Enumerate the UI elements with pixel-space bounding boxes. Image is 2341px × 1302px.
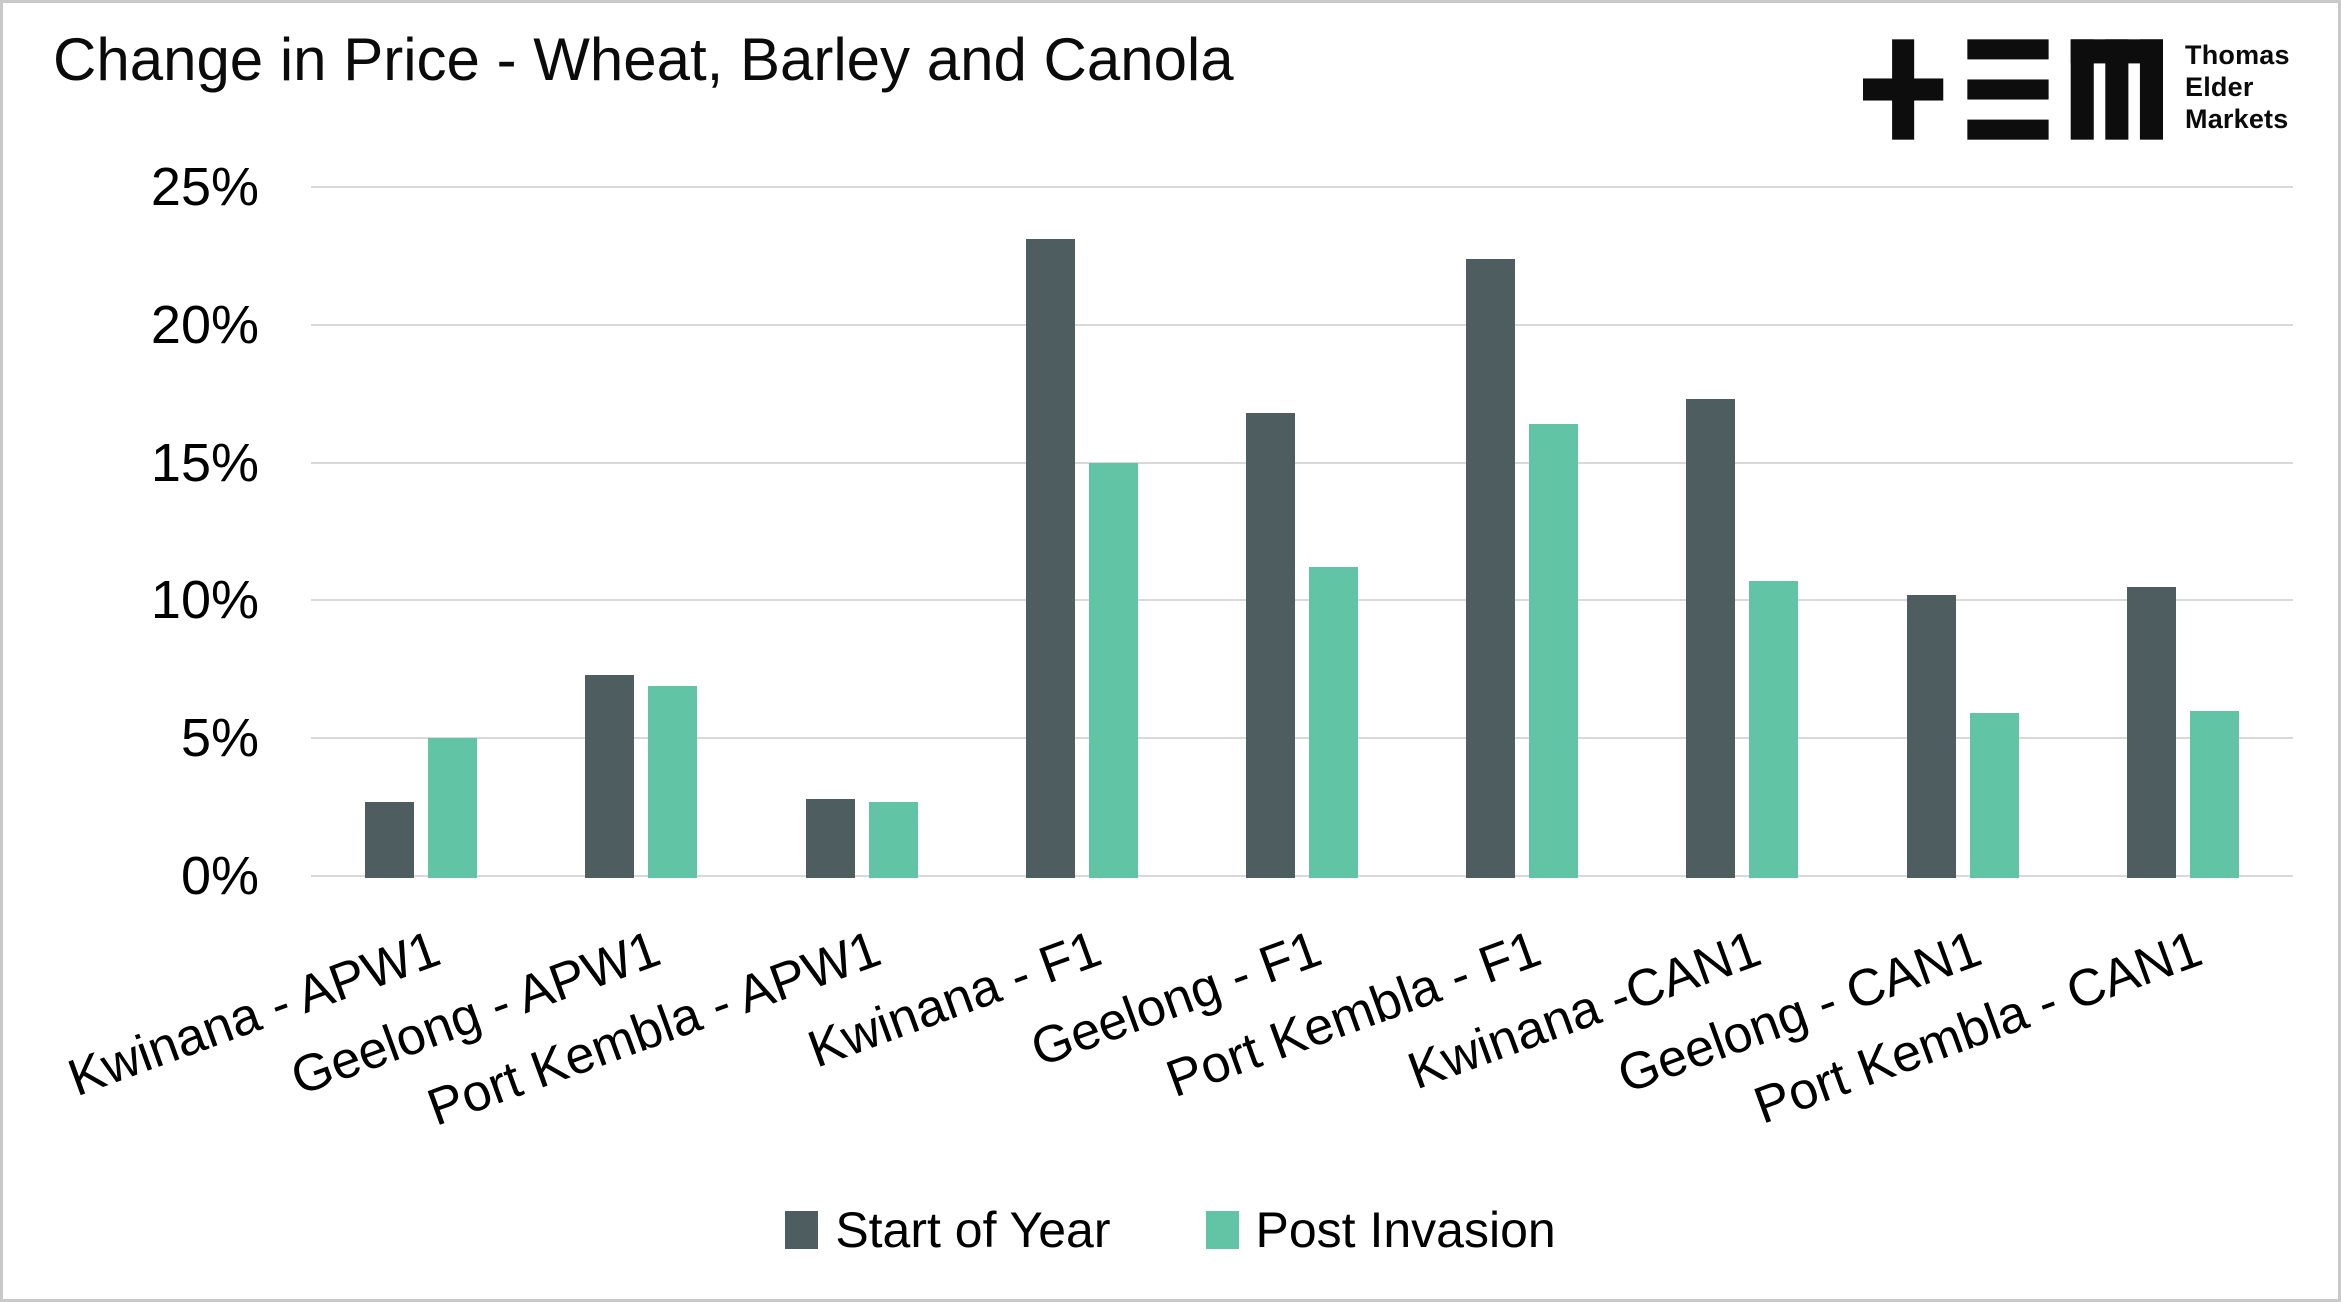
bar-post-invasion-port-kembla-apw1: [869, 802, 918, 878]
y-tick-label: 0%: [180, 846, 259, 906]
bar-start-of-year-geelong-can1: [1907, 595, 1956, 878]
tem-logo: Thomas Elder Markets: [1863, 39, 2290, 140]
bar-start-of-year-kwinana-apw1: [365, 802, 414, 878]
y-tick-label: 15%: [150, 433, 259, 493]
chart-title: Change in Price - Wheat, Barley and Cano…: [53, 26, 1234, 93]
gridline-25: [311, 186, 2293, 188]
legend-swatch-start-of-year: [785, 1211, 819, 1249]
logo-line-thomas: Thomas: [2185, 40, 2290, 70]
tem-logo-mark-icon: [1863, 39, 2163, 140]
legend-label: Start of Year: [835, 1202, 1111, 1258]
y-tick-label: 25%: [150, 157, 259, 217]
bar-start-of-year-port-kembla-apw1: [806, 799, 855, 878]
bar-post-invasion-geelong-f1: [1309, 567, 1358, 878]
y-tick-label: 20%: [150, 295, 259, 355]
bar-post-invasion-port-kembla-f1: [1529, 424, 1578, 878]
legend-item-start-of-year: Start of Year: [785, 1201, 1111, 1259]
bar-start-of-year-geelong-f1: [1246, 413, 1295, 878]
y-tick-label: 10%: [150, 570, 259, 630]
bar-start-of-year-kwinana-f1: [1026, 239, 1075, 878]
bar-start-of-year-port-kembla-can1: [2127, 587, 2176, 878]
bar-post-invasion-kwinana-f1: [1089, 463, 1138, 878]
bar-post-invasion-geelong-apw1: [648, 686, 697, 878]
legend: Start of Year Post Invasion: [3, 1201, 2338, 1259]
bar-post-invasion-port-kembla-can1: [2190, 711, 2239, 878]
bar-post-invasion-kwinana-apw1: [428, 738, 477, 878]
gridline-0: [311, 875, 2293, 877]
plot-area: 25% 20% 15% 10% 5% 0% Kwinana - APW1 Geelong - …: [3, 3, 2338, 1299]
logo-line-elder: Elder: [2185, 72, 2254, 102]
bar-start-of-year-port-kembla-f1: [1466, 259, 1515, 878]
tem-logo-wordmark: Thomas Elder Markets: [2185, 39, 2290, 135]
gridline-20: [311, 324, 2293, 326]
legend-swatch-post-invasion: [1205, 1211, 1239, 1249]
bar-start-of-year-kwinana-can1: [1686, 399, 1735, 878]
gridline-5: [311, 737, 2293, 739]
y-tick-label: 5%: [180, 708, 259, 768]
legend-label: Post Invasion: [1255, 1202, 1556, 1258]
gridline-15: [311, 462, 2293, 464]
legend-item-post-invasion: Post Invasion: [1205, 1201, 1556, 1259]
bar-start-of-year-geelong-apw1: [585, 675, 634, 878]
logo-line-markets: Markets: [2185, 104, 2289, 134]
bar-post-invasion-geelong-can1: [1970, 713, 2019, 878]
gridline-10: [311, 599, 2293, 601]
bar-post-invasion-kwinana-can1: [1749, 581, 1798, 878]
